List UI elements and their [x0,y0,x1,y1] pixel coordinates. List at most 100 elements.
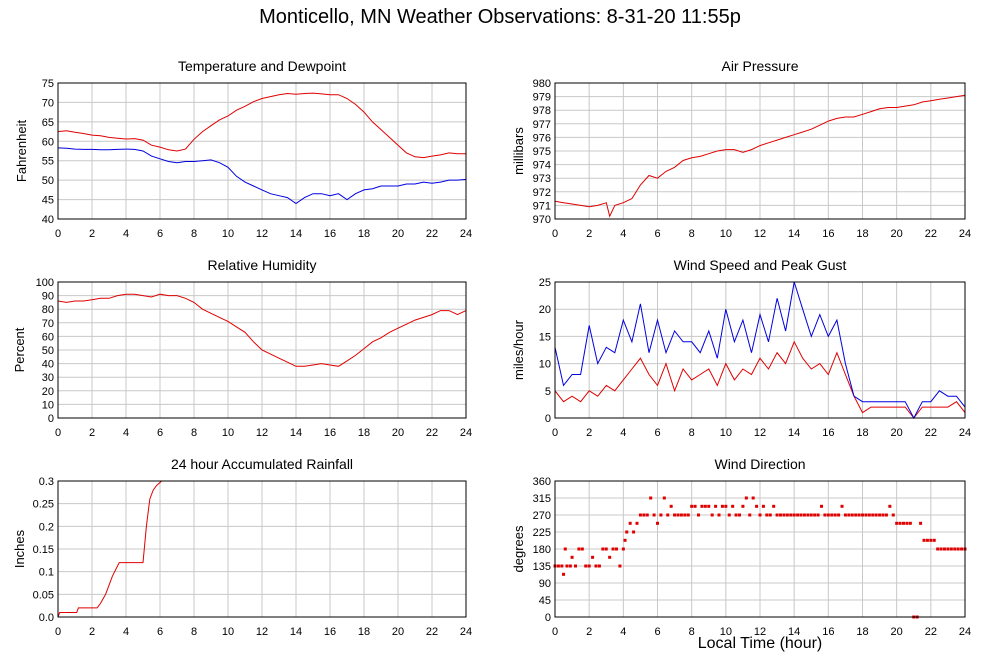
data-point [785,513,789,517]
y-axis-label: Fahrenheit [14,120,29,183]
y-tick-label: 0 [545,612,551,624]
data-point [628,521,632,525]
x-tick-label: 12 [754,427,766,439]
x-axis-label: Local Time (hour) [697,635,823,652]
data-point [615,547,618,551]
x-tick-label: 16 [822,228,834,240]
x-tick-label: 14 [788,626,800,638]
data-point [943,547,946,551]
x-tick-label: 0 [552,427,558,439]
x-tick-label: 16 [324,626,336,638]
x-tick-label: 2 [586,626,592,638]
data-point [960,547,964,551]
data-point [796,513,800,517]
x-tick-label: 10 [720,626,732,638]
series-line-1 [57,480,163,618]
plot-frame [554,480,966,618]
x-tick-label: 8 [689,427,695,439]
x-tick-label: 6 [654,228,660,240]
data-point [724,504,728,508]
x-tick-label: 6 [157,626,163,638]
x-tick-label: 2 [89,626,95,638]
data-point [782,513,786,517]
data-point [902,521,905,525]
y-tick-label: 40 [42,214,54,226]
y-tick-label: 973 [533,173,551,185]
x-tick-label: 8 [191,626,197,638]
data-point [727,513,731,517]
data-point [720,504,724,508]
x-tick-label: 22 [426,228,438,240]
x-tick-label: 24 [460,427,472,439]
pressure-chart: 0 2 4 6 8 10 12 14 16 18 20 22 249709719729739749759… [511,58,971,240]
data-point [864,513,868,517]
data-point [669,504,673,508]
x-tick-label: 20 [392,626,404,638]
data-point [925,538,929,542]
data-point [871,513,875,517]
y-tick-label: 70 [42,318,54,330]
data-point [652,513,656,517]
x-tick-label: 16 [822,626,834,638]
data-point [577,547,581,551]
x-tick-label: 10 [720,427,732,439]
y-tick-label: 974 [533,160,551,172]
y-axis-label: Percent [12,327,27,372]
data-point [888,504,892,508]
data-point [806,513,810,517]
x-tick-label: 0 [55,626,61,638]
y-tick-label: 80 [42,304,54,316]
data-point [908,521,912,525]
data-point [847,513,851,517]
data-point [802,513,806,517]
x-tick-label: 20 [891,228,903,240]
data-point [949,547,953,551]
series-line-2 [554,281,966,420]
plot-frame [57,480,467,618]
x-tick-label: 16 [324,228,336,240]
y-tick-label: 0.25 [33,499,54,511]
data-point [597,564,601,568]
x-tick-label: 4 [620,228,626,240]
temp-chart: 0 2 4 6 8 10 12 14 16 18 20 22 244045505560657075Tem… [14,58,472,240]
data-point [744,496,748,500]
x-tick-label: 6 [157,427,163,439]
y-tick-label: 100 [36,277,54,289]
data-point [734,513,738,517]
y-tick-label: 135 [533,561,551,573]
x-tick-label: 12 [256,427,268,439]
data-point [679,513,683,517]
chart-title: Air Pressure [721,58,798,74]
data-point [700,504,704,508]
x-tick-label: 6 [157,228,163,240]
x-tick-label: 22 [925,228,937,240]
data-point [676,513,680,517]
x-tick-label: 22 [925,427,937,439]
data-point [570,555,574,559]
y-tick-label: 90 [42,291,54,303]
x-tick-label: 4 [123,427,129,439]
data-point [768,513,772,517]
x-tick-label: 22 [426,626,438,638]
y-tick-label: 180 [533,544,551,556]
chart-title: Relative Humidity [208,257,317,273]
plot-frame [57,281,467,419]
y-tick-label: 5 [545,386,551,398]
data-point [731,504,735,508]
data-point [591,555,595,559]
data-point [638,513,642,517]
y-tick-label: 0 [48,413,54,425]
data-point [861,513,864,517]
x-tick-label: 20 [392,427,404,439]
x-tick-label: 14 [290,626,302,638]
data-point [891,513,895,517]
data-point [946,547,950,551]
data-point [956,547,960,551]
plot-frame [57,82,467,220]
y-tick-label: 979 [533,92,551,104]
x-tick-label: 20 [891,626,903,638]
y-tick-label: 360 [533,476,551,488]
chart-title: Temperature and Dewpoint [178,58,346,74]
y-tick-label: 0.2 [39,521,54,533]
y-tick-label: 70 [42,97,54,109]
